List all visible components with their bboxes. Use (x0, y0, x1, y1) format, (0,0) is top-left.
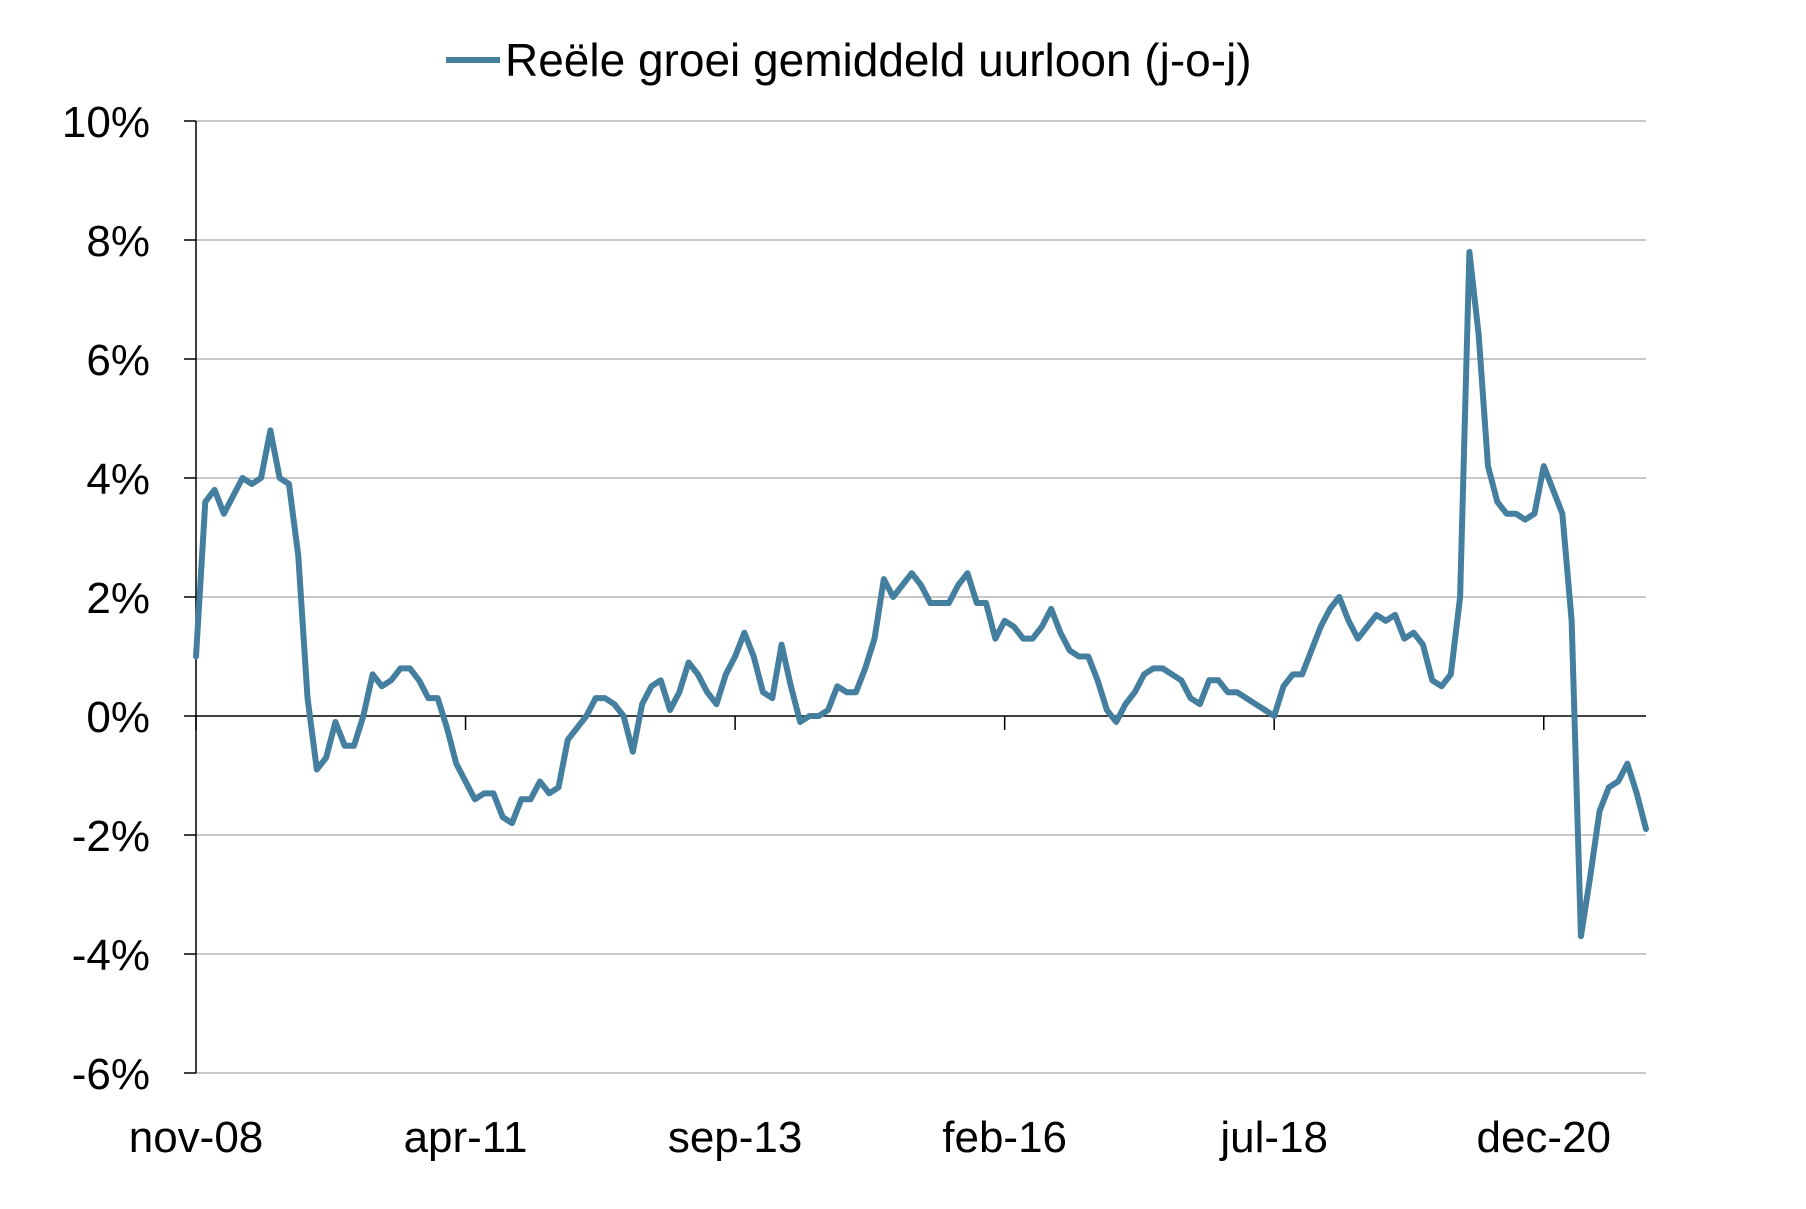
axes (184, 120, 1646, 1074)
series-line (193, 248, 1649, 940)
x-tick-label: dec-20 (1476, 1113, 1611, 1162)
y-tick-label: 6% (86, 336, 150, 385)
legend-label: Reële groei gemiddeld uurloon (j-o-j) (505, 34, 1252, 86)
y-axis-tick-labels: 10% 8% 6% 4% 2% 0% -2% -4% -6% (62, 98, 150, 1099)
gridlines (196, 120, 1646, 1074)
x-tick-label: jul-18 (1218, 1113, 1328, 1162)
x-tick-label: sep-13 (668, 1113, 803, 1162)
y-tick-label: 2% (86, 574, 150, 623)
series-lines (193, 248, 1649, 940)
y-tick-label: 0% (86, 693, 150, 742)
legend: Reële groei gemiddeld uurloon (j-o-j) (446, 34, 1252, 86)
y-tick-label: 4% (86, 455, 150, 504)
x-tick-label: feb-16 (942, 1113, 1067, 1162)
y-tick-label: -4% (72, 931, 150, 980)
y-tick-label: 8% (86, 217, 150, 266)
x-tick-label: nov-08 (129, 1113, 264, 1162)
y-tick-label: -2% (72, 812, 150, 861)
x-axis-tick-labels: nov-08 apr-11 sep-13 feb-16 jul-18 dec-20 (129, 1113, 1611, 1162)
x-tick-label: apr-11 (404, 1113, 528, 1162)
y-tick-label: 10% (62, 98, 150, 147)
y-tick-label: -6% (72, 1050, 150, 1099)
